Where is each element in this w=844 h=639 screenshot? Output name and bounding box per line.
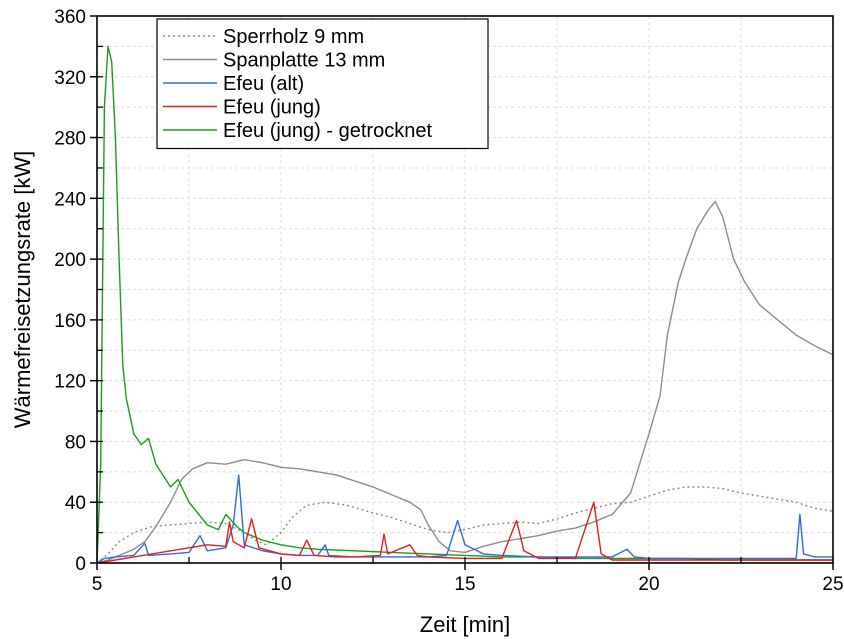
y-tick-label: 360 (54, 7, 86, 28)
legend-label: Efeu (alt) (223, 73, 304, 95)
y-tick-label: 280 (54, 129, 86, 150)
y-tick-label: 80 (65, 432, 86, 453)
y-tick-label: 40 (65, 493, 86, 514)
y-tick-label: 320 (54, 68, 86, 89)
y-tick-label: 240 (54, 189, 86, 210)
y-tick-label: 120 (54, 372, 86, 393)
series-layer (96, 45, 834, 564)
series-line-0 (96, 486, 834, 564)
x-tick-label: 10 (270, 574, 291, 595)
legend-label: Spanplatte 13 mm (223, 50, 385, 72)
y-tick-label: 160 (54, 311, 86, 332)
axis-ticks (90, 15, 834, 570)
x-tick-label: 20 (638, 574, 659, 595)
y-tick-labels: 0 40 80 120 160 200 240 280 320 360 (54, 7, 86, 575)
x-axis-title: Zeit [min] (420, 612, 510, 637)
legend-label: Sperrholz 9 mm (223, 26, 364, 48)
series-line-1 (96, 200, 834, 564)
series-line-2 (96, 474, 833, 564)
y-tick-label: 200 (54, 250, 86, 271)
x-tick-label: 15 (454, 574, 475, 595)
x-tick-label: 5 (92, 574, 103, 595)
legend-label: Efeu (jung) - getrocknet (223, 120, 432, 142)
x-tick-labels: 5 10 15 20 25 (92, 574, 844, 595)
legend-label: Efeu (jung) (223, 97, 321, 119)
x-tick-label: 25 (822, 574, 843, 595)
series-line-3 (96, 501, 833, 564)
series-line-4 (96, 45, 833, 564)
y-axis-title: Wärmefreisetzungsrate [kW] (10, 151, 35, 429)
y-tick-label: 0 (75, 554, 86, 575)
